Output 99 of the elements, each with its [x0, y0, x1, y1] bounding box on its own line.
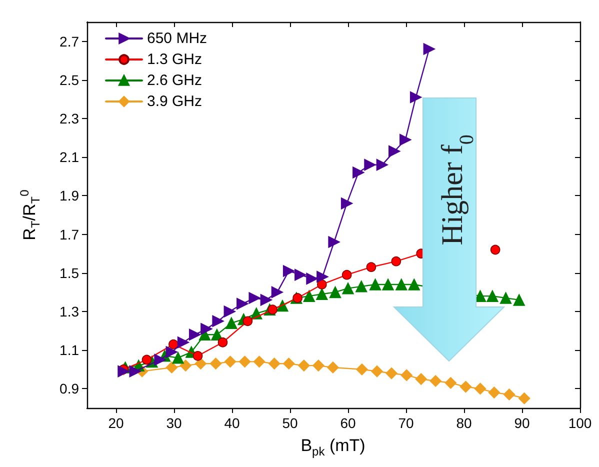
point: [355, 280, 368, 292]
point: [218, 337, 228, 348]
point: [500, 292, 512, 304]
point: [371, 365, 383, 378]
point: [317, 280, 327, 290]
point: [177, 336, 190, 348]
point: [488, 386, 500, 398]
point: [376, 158, 388, 171]
point: [242, 316, 253, 326]
point: [391, 256, 402, 266]
point: [366, 262, 376, 272]
point: [329, 286, 342, 298]
legend-label: 650 MHz: [147, 30, 208, 47]
point: [238, 356, 251, 368]
point: [200, 322, 212, 335]
point: [400, 369, 412, 382]
point: [423, 43, 436, 55]
point: [328, 236, 340, 248]
x-tick-label: 60: [340, 415, 356, 431]
point: [248, 292, 261, 304]
point: [400, 134, 412, 146]
point: [369, 278, 382, 290]
point: [382, 278, 394, 290]
point: [210, 358, 222, 370]
point: [142, 354, 152, 365]
point: [386, 367, 398, 380]
point: [327, 362, 339, 374]
point: [166, 346, 178, 358]
point: [430, 375, 442, 387]
point: [356, 364, 368, 376]
point: [306, 272, 318, 285]
point: [192, 350, 203, 361]
point: [226, 317, 238, 329]
y-tick-label: 2.5: [60, 72, 80, 88]
x-tick-label: 40: [224, 415, 240, 431]
y-tick-label: 0.9: [60, 380, 80, 397]
point: [282, 265, 295, 277]
point: [408, 278, 420, 290]
y-tick-label: 1.5: [60, 264, 80, 281]
point: [388, 145, 400, 158]
legend-label: 2.6 GHz: [147, 72, 202, 89]
point: [236, 298, 248, 310]
point: [166, 362, 178, 374]
point: [513, 294, 525, 306]
y-tick-label: 2.7: [60, 33, 80, 50]
legend-label: 1.3 GHz: [147, 51, 202, 68]
point: [194, 358, 207, 370]
point: [410, 91, 422, 104]
point: [312, 360, 324, 372]
x-tick-label: 20: [108, 415, 124, 431]
point: [253, 356, 266, 368]
point: [268, 304, 278, 314]
x-tick-label: 80: [456, 415, 472, 431]
point: [260, 294, 272, 306]
y-tick-label: 2.1: [60, 149, 80, 166]
point: [188, 328, 201, 341]
point: [303, 290, 316, 302]
point: [298, 360, 310, 372]
y-tick-label: 2.3: [60, 110, 80, 126]
x-tick-label: 100: [568, 415, 592, 431]
point: [474, 382, 486, 395]
point: [340, 198, 353, 210]
point: [212, 315, 224, 328]
x-axis-title: B$_{pk}$ (mT): [300, 436, 366, 458]
point: [172, 352, 184, 364]
point: [316, 270, 328, 283]
point: [316, 288, 328, 300]
y-tick-label: 1.9: [60, 188, 80, 204]
y-tick-label: 1.3: [60, 304, 80, 320]
x-tick-label: 30: [166, 415, 182, 431]
x-tick-label: 70: [398, 415, 414, 431]
y-tick-label: 1.7: [60, 226, 80, 242]
point: [415, 373, 427, 385]
point: [342, 282, 354, 294]
point: [154, 354, 166, 366]
point: [180, 360, 192, 372]
point: [395, 278, 408, 290]
point: [282, 358, 295, 370]
y-tick-label: 1.1: [60, 342, 80, 358]
point: [518, 392, 530, 404]
point: [129, 365, 142, 378]
point: [294, 268, 306, 281]
point: [352, 166, 364, 178]
point: [224, 306, 236, 318]
point: [503, 388, 516, 400]
point: [292, 293, 302, 303]
x-tick-label: 90: [514, 415, 530, 431]
point: [364, 158, 376, 171]
point: [342, 270, 352, 280]
point: [271, 286, 284, 298]
x-tick-label: 50: [282, 415, 298, 431]
point: [460, 380, 472, 393]
point: [444, 377, 457, 389]
point: [268, 358, 280, 370]
point: [168, 339, 178, 350]
legend-label: 3.9 GHz: [147, 93, 202, 110]
point: [224, 356, 236, 368]
point: [486, 290, 498, 302]
point: [490, 244, 500, 255]
